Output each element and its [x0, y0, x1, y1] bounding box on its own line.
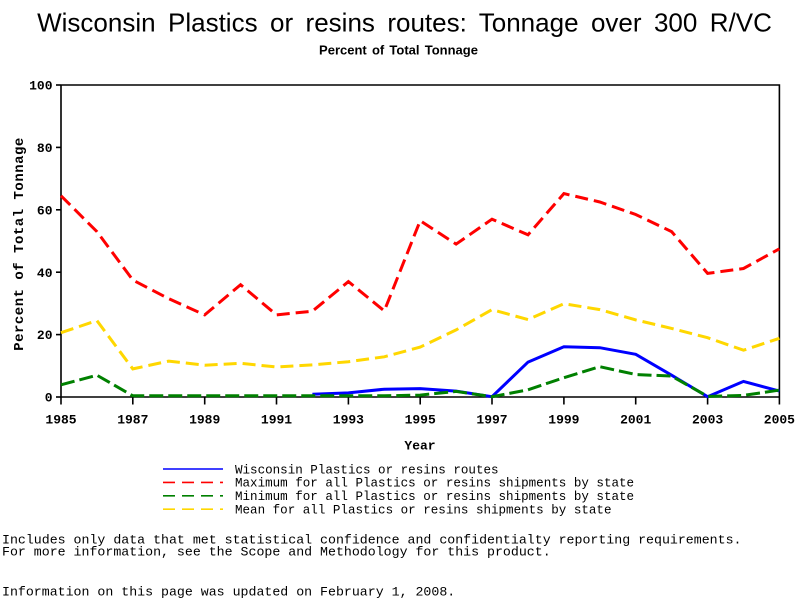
svg-text:2003: 2003 — [692, 413, 723, 428]
svg-text:Maximum for all Plastics or re: Maximum for all Plastics or resins shipm… — [235, 477, 634, 491]
svg-text:Wisconsin Plastics or resins r: Wisconsin Plastics or resins routes — [235, 463, 499, 477]
svg-text:1999: 1999 — [548, 413, 579, 428]
svg-text:1993: 1993 — [333, 413, 364, 428]
svg-text:Mean for all Plastics or resin: Mean for all Plastics or resins shipment… — [235, 504, 611, 518]
svg-text:Minimum for all Plastics or re: Minimum for all Plastics or resins shipm… — [235, 490, 634, 504]
svg-text:1997: 1997 — [476, 413, 507, 428]
svg-text:40: 40 — [37, 266, 53, 281]
svg-text:2005: 2005 — [764, 413, 795, 428]
svg-text:1985: 1985 — [45, 413, 76, 428]
svg-text:Percent of Total Tonnage: Percent of Total Tonnage — [12, 137, 28, 351]
svg-text:60: 60 — [37, 203, 53, 218]
svg-text:1987: 1987 — [117, 413, 148, 428]
svg-text:0: 0 — [45, 391, 53, 406]
svg-text:Percent of Total Tonnage: Percent of Total Tonnage — [319, 42, 478, 57]
svg-text:For more information, see the: For more information, see the Scope and … — [2, 545, 551, 560]
svg-text:Includes only data that met st: Includes only data that met statistical … — [2, 533, 741, 548]
svg-text:Year: Year — [404, 439, 435, 454]
svg-text:1995: 1995 — [405, 413, 436, 428]
svg-text:1991: 1991 — [261, 413, 292, 428]
svg-text:80: 80 — [37, 141, 53, 156]
svg-text:Wisconsin Plastics or resins r: Wisconsin Plastics or resins routes: Ton… — [37, 7, 772, 37]
svg-text:Information on this page was u: Information on this page was updated on … — [2, 585, 455, 600]
svg-text:1989: 1989 — [189, 413, 220, 428]
svg-text:2001: 2001 — [620, 413, 651, 428]
svg-text:100: 100 — [29, 79, 53, 94]
svg-text:20: 20 — [37, 328, 53, 343]
